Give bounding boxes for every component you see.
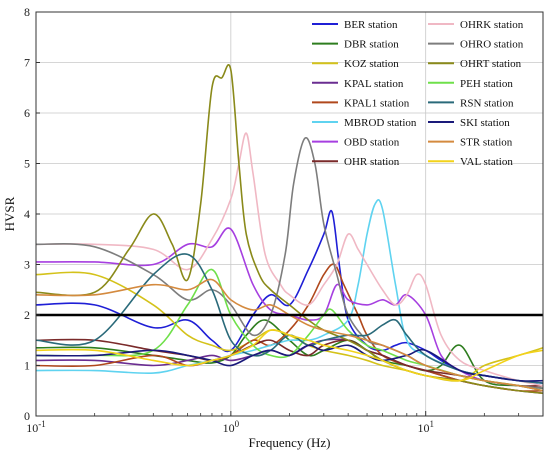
legend-label-koz-station: KOZ station (344, 58, 399, 70)
x-tick-label: 10-1 (26, 419, 46, 435)
series-line-ski-station (36, 344, 543, 382)
x-tick-label: 100 (223, 419, 240, 435)
series-line-ohrk-station (36, 132, 543, 387)
legend-label-peh-station: PEH station (460, 78, 513, 90)
y-tick-label: 1 (24, 359, 30, 373)
legend-label-ski-station: SKI station (460, 117, 510, 129)
legend-label-val-station: VAL station (460, 156, 513, 168)
series-line-val-station (36, 329, 543, 382)
legend-label-mbrod-station: MBROD station (344, 117, 417, 129)
x-tick-label: 101 (417, 419, 434, 435)
legend-label-kpal-station: KPAL station (344, 78, 404, 90)
y-tick-label: 0 (24, 409, 30, 423)
legend-label-ber-station: BER station (344, 19, 398, 31)
series-line-rsn-station (36, 253, 543, 384)
legend-label-ohrt-station: OHRT station (460, 58, 522, 70)
legend-label-str-station: STR station (460, 137, 513, 149)
series-line-str-station (36, 278, 543, 392)
y-tick-label: 6 (24, 106, 30, 120)
y-tick-label: 2 (24, 308, 30, 322)
y-tick-label: 4 (24, 207, 30, 221)
series-lines (36, 64, 543, 395)
y-tick-label: 8 (24, 5, 30, 19)
legend-label-ohro-station: OHRO station (460, 39, 524, 51)
legend-label-ohrk-station: OHRK station (460, 19, 524, 31)
series-line-ber-station (36, 209, 543, 384)
y-tick-label: 3 (24, 258, 30, 272)
legend-label-kpal1-station: KPAL1 station (344, 97, 410, 109)
legend-label-obd-station: OBD station (344, 137, 400, 149)
y-axis-label: HVSR (2, 196, 17, 231)
y-tick-label: 7 (24, 56, 30, 70)
y-tick-label: 5 (24, 157, 30, 171)
axis-ticks: 0 1 2 3 4 5 6 7 8 10-1 100 101 (24, 5, 544, 435)
legend-label-rsn-station: RSN station (460, 97, 514, 109)
x-axis-label: Frequency (Hz) (249, 435, 331, 450)
legend: BER station DBR station KOZ station KPAL st… (312, 19, 524, 168)
legend-label-ohr-station: OHR station (344, 156, 400, 168)
legend-label-dbr-station: DBR station (344, 39, 399, 51)
